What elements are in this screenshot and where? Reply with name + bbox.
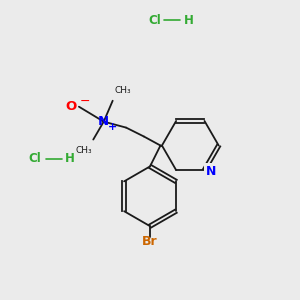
Text: H: H — [184, 14, 194, 27]
Text: −: − — [80, 95, 90, 108]
Text: +: + — [107, 122, 117, 132]
Text: CH₃: CH₃ — [75, 146, 92, 155]
Text: Cl: Cl — [148, 14, 161, 27]
Text: O: O — [66, 100, 77, 113]
Text: Br: Br — [142, 235, 158, 248]
Text: Cl: Cl — [29, 152, 41, 166]
Text: N: N — [206, 165, 216, 178]
Text: N: N — [98, 115, 109, 128]
Text: CH₃: CH₃ — [114, 86, 131, 95]
Text: H: H — [65, 152, 75, 166]
